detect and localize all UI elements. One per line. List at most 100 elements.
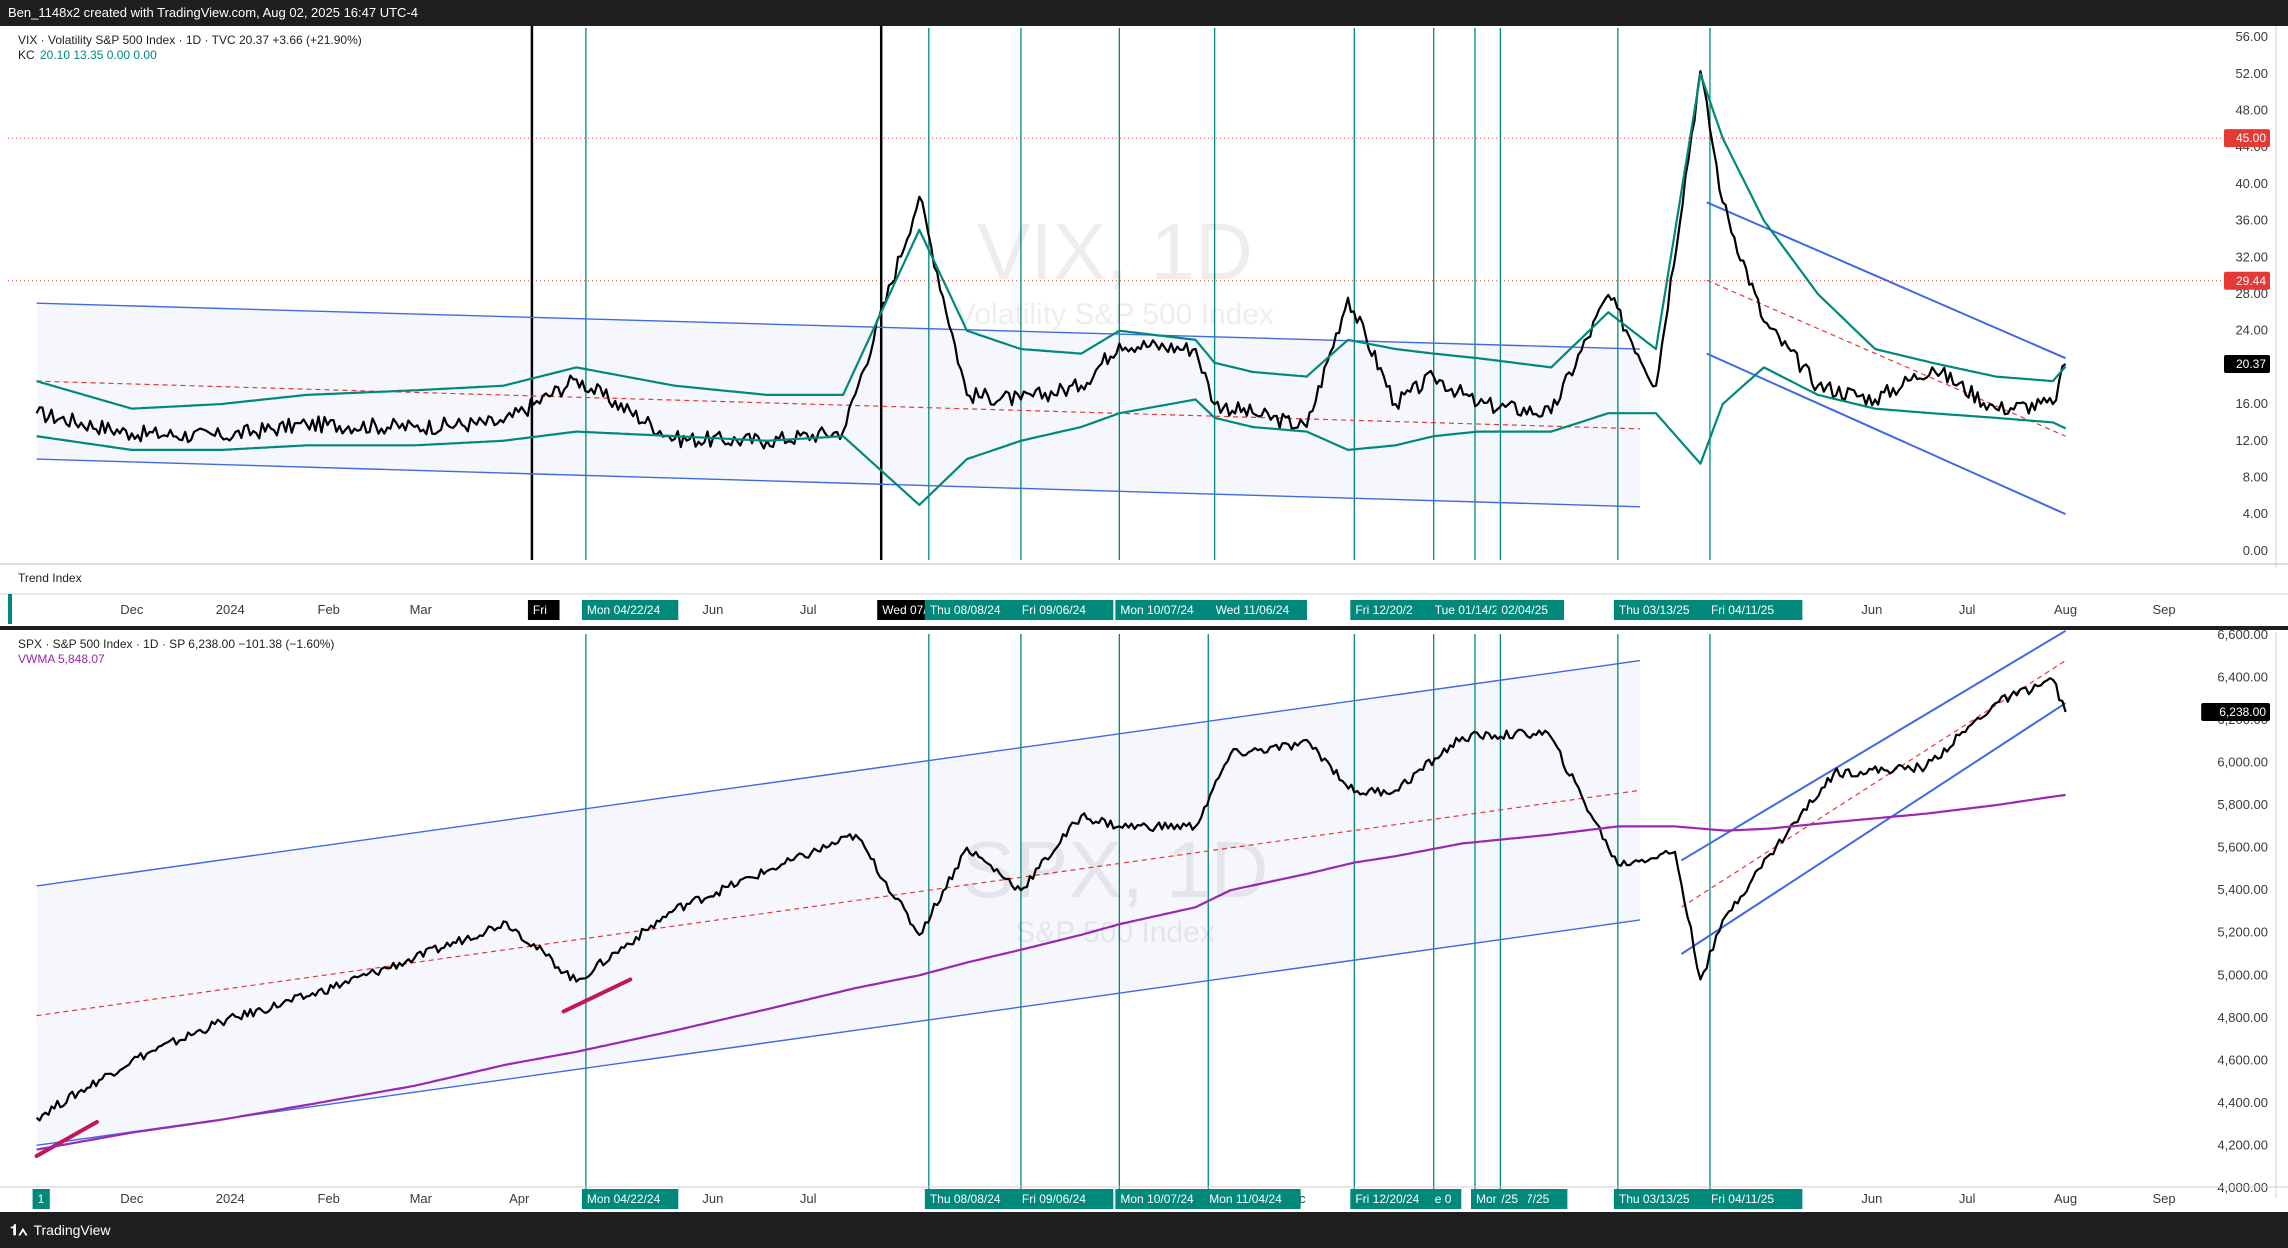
trend-channel-line bbox=[36, 380, 1641, 430]
date-badge bbox=[1613, 1189, 1711, 1209]
legend-vwma-value: 5,848.07 bbox=[58, 652, 105, 666]
x-tick-label: Sep bbox=[2152, 602, 2175, 617]
x-tick-label: Apr bbox=[509, 1191, 530, 1206]
y-tick-label: 24.00 bbox=[2235, 323, 2268, 338]
date-badge bbox=[1115, 600, 1212, 620]
date-badge bbox=[1350, 1189, 1447, 1209]
date-badge-label: Fri 04/11/25 bbox=[1711, 603, 1774, 617]
x-tick-label: 2024 bbox=[216, 1191, 245, 1206]
y-tick-label: 5,600.00 bbox=[2217, 840, 2268, 855]
price-line bbox=[35, 70, 2067, 450]
trend-channel-line bbox=[1680, 702, 2067, 955]
date-badge-label: Wed 11/06/24 bbox=[1216, 603, 1290, 617]
watermark-name: S&P 500 Index bbox=[1015, 916, 1215, 949]
trend-channel-line bbox=[1680, 629, 2067, 862]
date-badge-label: Tue 01/14/25 bbox=[1435, 603, 1506, 617]
y-tick-label: 52.00 bbox=[2235, 66, 2268, 81]
x-tick-label: 2024 bbox=[216, 602, 245, 617]
date-badge bbox=[1496, 600, 1564, 620]
x-tick-label: Feb bbox=[318, 1191, 340, 1206]
y-tick-label: 5,400.00 bbox=[2217, 882, 2268, 897]
pane-title: Trend Index bbox=[18, 571, 82, 585]
x-tick-label: Jul bbox=[800, 1191, 817, 1206]
y-tick-label: 16.00 bbox=[2235, 396, 2268, 411]
x-tick-label: Dec bbox=[120, 1191, 144, 1206]
keltner-band-line bbox=[36, 72, 2067, 410]
y-tick-label: 5,200.00 bbox=[2217, 925, 2268, 940]
y-tick-label: 12.00 bbox=[2235, 433, 2268, 448]
footer-brand: TradingView bbox=[33, 1222, 111, 1238]
date-badge bbox=[1115, 1189, 1212, 1209]
date-badge-label: Fri 12/20/2 bbox=[1355, 603, 1413, 617]
date-badge-label: Thu 08/08/24 bbox=[930, 1192, 1001, 1206]
chart-header: Ben_1148x2 created with TradingView.com,… bbox=[0, 0, 2288, 26]
date-badge-label: Mon 10/07/24 bbox=[1120, 603, 1194, 617]
date-badge bbox=[1705, 600, 1803, 620]
annotation-marker bbox=[561, 977, 633, 1014]
x-tick-label: Aug bbox=[2054, 602, 2077, 617]
date-badge-label: Mon 11/04/24 bbox=[1209, 1192, 1282, 1206]
price-badge-label: 45.00 bbox=[2236, 131, 2266, 145]
spx-pane[interactable]: SPX, 1DS&P 500 Index SPX · S&P 500 Index … bbox=[0, 571, 2288, 1209]
y-tick-label: 32.00 bbox=[2235, 249, 2268, 264]
x-tick-label: Jun bbox=[1861, 1191, 1882, 1206]
date-badge bbox=[1496, 1189, 1528, 1209]
date-badge bbox=[1016, 600, 1114, 620]
trend-channel-line bbox=[36, 302, 1641, 350]
date-badge-label: Fri 12/20/24 bbox=[1355, 1192, 1419, 1206]
x-tick-label: Jun bbox=[702, 1191, 723, 1206]
x-tick-label: Mar bbox=[410, 602, 433, 617]
legend-kc-label: KC bbox=[18, 48, 35, 62]
date-badge bbox=[581, 600, 679, 620]
created-by-text: Ben_1148x2 created with TradingView.com,… bbox=[8, 5, 419, 20]
date-badge bbox=[581, 1189, 679, 1209]
trend-channel-line bbox=[36, 458, 1641, 508]
price-badge bbox=[2224, 129, 2270, 148]
price-badge bbox=[2224, 271, 2270, 290]
price-badge-label: 29.44 bbox=[2236, 274, 2266, 288]
trend-channel-line bbox=[1706, 279, 2066, 437]
x-tick-label: Sep bbox=[2152, 1191, 2175, 1206]
date-badge-label: 1 bbox=[38, 1192, 45, 1206]
annotation-marker bbox=[34, 1119, 99, 1158]
date-badge bbox=[1210, 600, 1308, 620]
vwma-line bbox=[36, 793, 2066, 1151]
date-badge bbox=[1429, 1189, 1462, 1209]
date-badge-label: Wed 07/ bbox=[882, 603, 927, 617]
x-tick-label: Jul bbox=[1959, 602, 1976, 617]
date-badge bbox=[924, 600, 1022, 620]
date-badge-label: Thu 03/13/25 bbox=[1619, 603, 1690, 617]
y-tick-label: 6,600.00 bbox=[2217, 627, 2268, 642]
y-tick-label: 6,000.00 bbox=[2217, 755, 2268, 770]
date-badge-label: Fri 04/11/25 bbox=[1711, 1192, 1774, 1206]
legend-symbol-line: VIX · Volatility S&P 500 Index · 1D · TV… bbox=[18, 33, 362, 47]
y-tick-label: 0.00 bbox=[2243, 543, 2268, 558]
legend-kc-values: 20.10 13.35 0.00 0.00 bbox=[40, 48, 157, 62]
legend-vwma-label: VWMA bbox=[18, 652, 55, 666]
date-badge-label: Thu 03/13/25 bbox=[1619, 1192, 1690, 1206]
date-badge-label: Mon 10/07/24 bbox=[1120, 1192, 1194, 1206]
date-badge-label: Fri 09/06/24 bbox=[1022, 603, 1086, 617]
date-badge bbox=[1613, 600, 1711, 620]
chart-overlay bbox=[0, 563, 2288, 630]
y-tick-label: 5,000.00 bbox=[2217, 967, 2268, 982]
x-tick-label: Jun bbox=[702, 602, 723, 617]
date-badge bbox=[877, 600, 938, 620]
date-badge bbox=[1350, 600, 1440, 620]
trend-channel-line bbox=[1706, 201, 2066, 360]
legend-symbol-line: SPX · S&P 500 Index · 1D · SP 6,238.00 −… bbox=[18, 637, 334, 651]
watermark-name: Volatility S&P 500 Index bbox=[956, 298, 1274, 331]
y-tick-label: 8.00 bbox=[2243, 469, 2268, 484]
tradingview-logo-icon: 𝟏∧ bbox=[10, 1221, 28, 1239]
y-tick-label: 6,400.00 bbox=[2217, 670, 2268, 685]
y-tick-label: 4,800.00 bbox=[2217, 1010, 2268, 1025]
y-tick-label: 4,400.00 bbox=[2217, 1095, 2268, 1110]
date-badge bbox=[527, 600, 560, 620]
price-badge-label: 20.37 bbox=[2236, 357, 2266, 371]
y-tick-label: 4,600.00 bbox=[2217, 1052, 2268, 1067]
channel-shade bbox=[36, 660, 1641, 1146]
trend-channel-line bbox=[1706, 352, 2066, 516]
price-badge-label: 6,238.00 bbox=[2219, 705, 2266, 719]
